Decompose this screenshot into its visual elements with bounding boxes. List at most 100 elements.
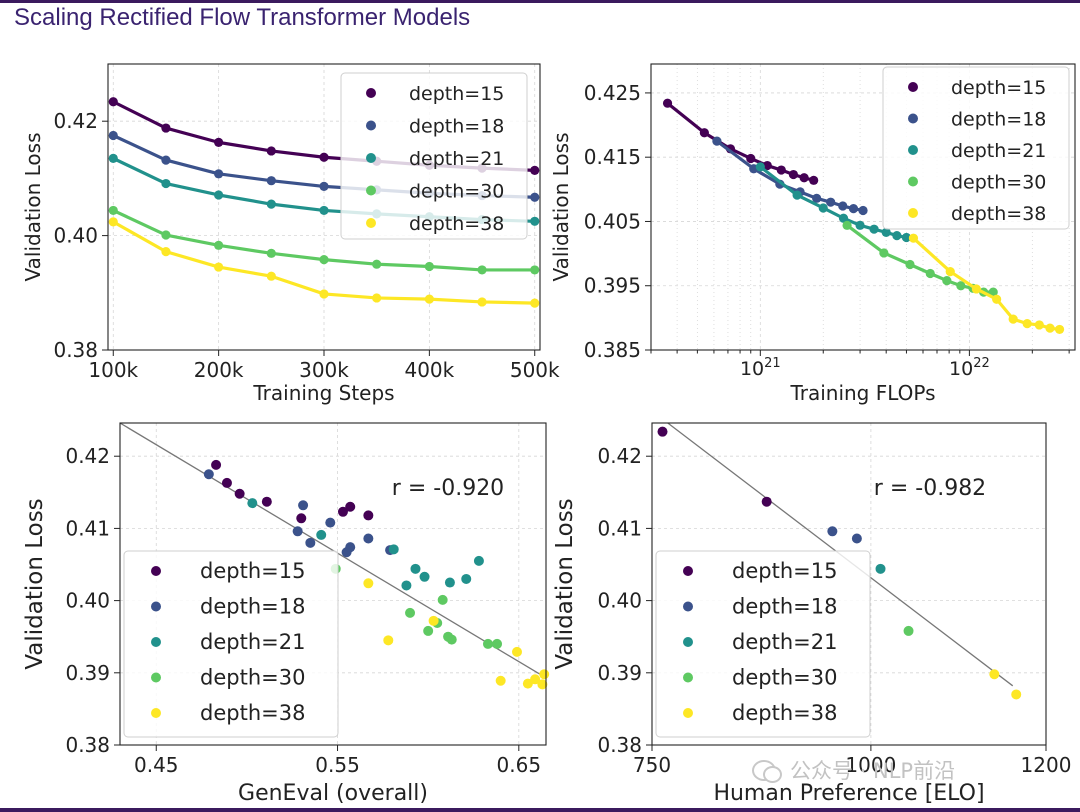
data-point-depth-18 [305, 537, 316, 548]
legend-label: depth=30 [200, 666, 305, 690]
x-axis-label: Human Preference [ELO] [713, 781, 984, 806]
legend-label: depth=18 [732, 595, 837, 619]
data-point-depth-18 [298, 500, 309, 511]
data-point-depth-15 [363, 510, 374, 521]
legend-label: depth=21 [951, 140, 1046, 162]
data-point-depth-38 [989, 669, 1000, 680]
legend-label: depth=15 [951, 77, 1046, 99]
y-tick-label: 0.38 [65, 733, 110, 757]
x-tick-label: 1022 [949, 356, 990, 380]
x-tick-label: 0.45 [134, 753, 179, 777]
data-point-depth-15 [788, 169, 799, 180]
x-tick-label: 1000 [845, 753, 896, 777]
plot-frame [651, 422, 1047, 746]
x-tick-label: 750 [633, 753, 671, 777]
data-point-depth-15 [762, 160, 772, 171]
data-point-depth-21 [319, 205, 329, 216]
data-point-depth-38 [214, 262, 224, 272]
data-point-depth-38 [945, 266, 955, 277]
top-rule [0, 0, 1080, 3]
data-point-depth-38 [266, 271, 276, 281]
legend-marker [151, 637, 161, 647]
data-point-depth-18 [848, 204, 859, 214]
data-point-depth-18 [530, 192, 540, 202]
legend-marker [908, 145, 918, 155]
data-point-depth-21 [838, 213, 849, 223]
data-point-depth-18 [851, 533, 862, 544]
data-point-depth-30 [319, 255, 329, 265]
data-point-depth-18 [214, 169, 224, 179]
data-point-depth-38 [372, 293, 382, 303]
y-tick-label: 0.405 [584, 209, 641, 233]
data-point-depth-21 [875, 563, 886, 574]
y-tick-label: 0.40 [65, 589, 110, 613]
data-point-depth-30 [446, 634, 457, 645]
data-point-depth-38 [319, 289, 329, 299]
data-point-depth-38 [1045, 323, 1055, 333]
data-point-depth-38 [522, 678, 533, 689]
series-group [662, 98, 1065, 335]
data-point-depth-21 [266, 199, 276, 209]
data-point-depth-15 [234, 488, 245, 499]
legend-label: depth=15 [409, 83, 504, 105]
data-point-depth-21 [461, 573, 472, 584]
x-axis-label: Training Steps [252, 381, 394, 405]
fit-line [119, 422, 547, 679]
legend-label: depth=21 [732, 630, 837, 654]
data-point-depth-15 [214, 137, 224, 147]
data-point-depth-15 [776, 165, 786, 175]
legend-marker [683, 601, 693, 612]
data-point-depth-15 [746, 153, 756, 164]
slide-title: Scaling Rectified Flow Transformer Model… [14, 4, 471, 31]
data-point-depth-30 [905, 259, 915, 270]
legend-label: depth=38 [409, 213, 504, 235]
chart-panel-1: 100k 200k 300k 400k 500k 0.38 0.40 0.42 Training… [21, 63, 560, 405]
data-point-depth-38 [1022, 319, 1032, 329]
y-tick-label: 0.41 [597, 516, 642, 540]
legend-box [882, 66, 1070, 230]
data-point-depth-18 [319, 181, 329, 192]
y-axis-label: Validation Loss [21, 133, 45, 282]
watermark-text: 公众号 · NLP前沿 [790, 759, 956, 783]
data-point-depth-18 [325, 517, 336, 528]
legend-label: depth=21 [409, 148, 504, 170]
data-point-depth-38 [424, 294, 434, 304]
data-point-depth-38 [383, 635, 394, 646]
y-tick-label: 0.425 [584, 81, 641, 105]
data-point-depth-21 [530, 216, 540, 226]
data-point-depth-21 [161, 178, 171, 189]
data-point-depth-30 [942, 275, 952, 286]
data-point-depth-15 [108, 97, 118, 107]
plot-frame [107, 63, 541, 351]
x-tick-label: 0.65 [497, 753, 542, 777]
legend: depth=15 depth=18 depth=21 depth=30 depth=38 [123, 550, 339, 738]
y-tick-label: 0.42 [597, 444, 642, 468]
data-point-depth-38 [1011, 689, 1022, 700]
legend-marker [683, 637, 693, 647]
data-point-depth-15 [657, 426, 668, 437]
legend-marker [908, 208, 918, 218]
legend: depth=15 depth=18 depth=21 depth=30 depth=38 [882, 66, 1070, 230]
data-point-depth-18 [161, 155, 171, 165]
legend-marker [908, 113, 918, 124]
data-point-depth-38 [161, 247, 171, 257]
data-point-depth-18 [108, 130, 118, 141]
data-point-depth-15 [337, 506, 348, 517]
data-point-depth-21 [881, 227, 891, 237]
chart-panel-2: 1021 1022 0.385 0.395 0.405 0.415 0.425 Trainin… [549, 63, 1076, 405]
data-point-depth-38 [108, 217, 118, 227]
correlation-annotation: r = -0.920 [392, 476, 504, 501]
correlation-annotation: r = -0.982 [874, 476, 986, 501]
y-tick-label: 0.385 [584, 338, 641, 362]
y-tick-label: 0.39 [597, 661, 642, 685]
data-point-depth-21 [892, 231, 902, 241]
data-point-depth-30 [956, 281, 966, 291]
data-point-depth-38 [511, 646, 522, 657]
y-axis-label: Validation Loss [22, 498, 48, 669]
data-point-depth-38 [971, 284, 981, 294]
data-point-depth-15 [319, 152, 329, 162]
data-point-depth-21 [444, 577, 455, 588]
data-point-depth-30 [925, 268, 935, 279]
data-point-depth-38 [539, 669, 550, 680]
data-point-depth-21 [818, 203, 828, 213]
